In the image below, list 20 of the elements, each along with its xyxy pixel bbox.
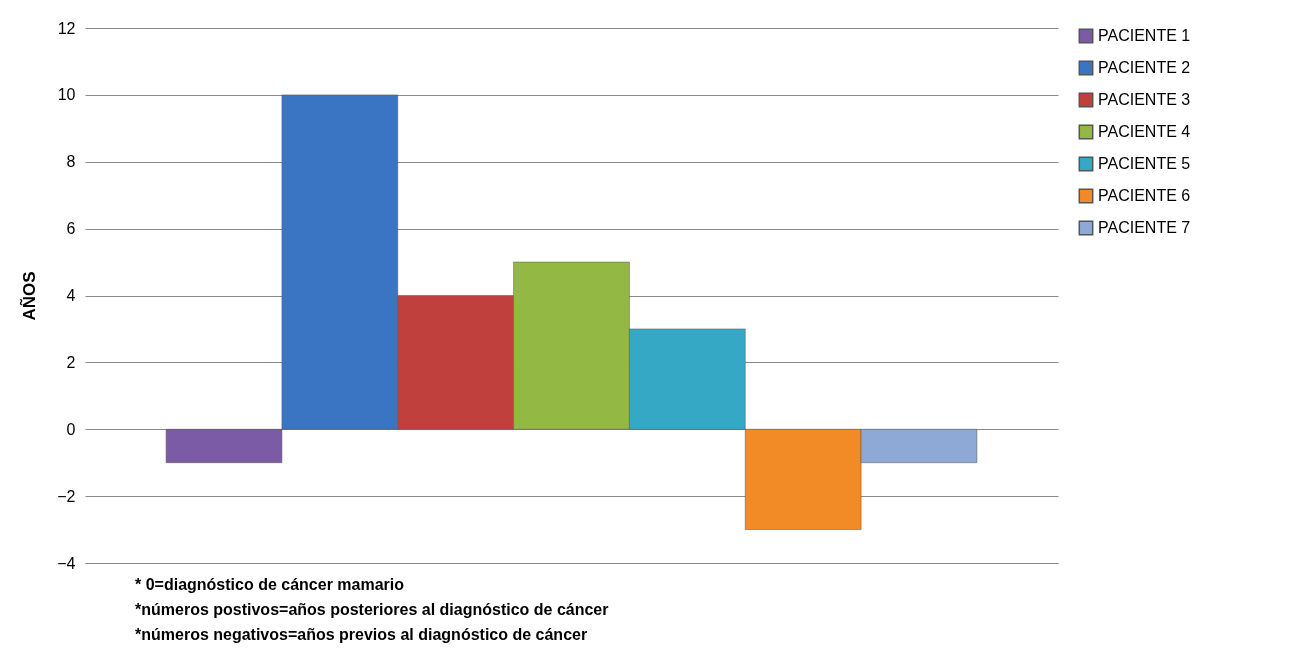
y-tick-label: −4 xyxy=(57,554,76,572)
y-tick-label: 10 xyxy=(57,86,76,104)
y-tick-label: −2 xyxy=(57,487,76,505)
legend-label: PACIENTE 6 xyxy=(1098,187,1191,204)
text: *números negativos=años previos al diagnóstico de cáncer xyxy=(135,625,589,645)
legend-label: PACIENTE 5 xyxy=(1098,155,1191,172)
y-tick-label: 6 xyxy=(66,220,76,238)
legend-label: PACIENTE 4 xyxy=(1098,123,1191,140)
legend-label: PACIENTE 2 xyxy=(1098,59,1191,76)
y-tick-label: 12 xyxy=(57,19,76,37)
text: *números postivos=años posteriores al diagnóstico de cáncer xyxy=(135,600,610,620)
y-tick-label: 0 xyxy=(66,420,76,438)
legend-label: PACIENTE 1 xyxy=(1098,27,1191,44)
text: * 0=diagnóstico de cáncer mamario xyxy=(135,575,405,595)
y-tick-label: 4 xyxy=(66,287,76,304)
legend-label: PACIENTE 7 xyxy=(1098,219,1191,236)
y-tick-label: 8 xyxy=(66,153,76,171)
legend-label: PACIENTE 3 xyxy=(1098,91,1191,108)
y-axis-title: AÑOS xyxy=(19,271,40,321)
y-tick-label: 2 xyxy=(66,353,76,371)
